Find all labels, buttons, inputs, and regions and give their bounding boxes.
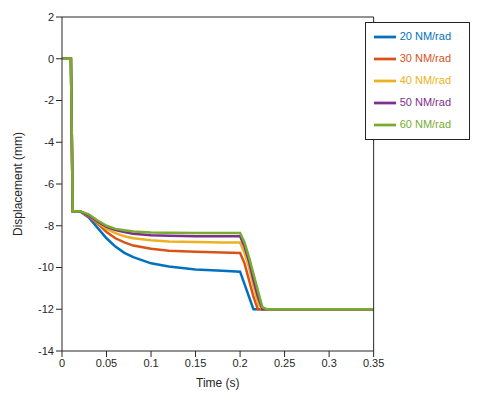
svg-text:-8: -8: [44, 220, 54, 232]
svg-text:0.1: 0.1: [143, 357, 158, 369]
html-text:30 NM/rad: 30 NM/rad: [399, 51, 451, 64]
html-text:20 NM/rad: 20 NM/rad: [399, 29, 451, 42]
svg-text:-12: -12: [38, 303, 54, 315]
html-text:40 NM/rad: 40 NM/rad: [399, 73, 451, 86]
svg-text:0: 0: [59, 357, 65, 369]
svg-text:-14: -14: [38, 345, 54, 357]
html-text:60 NM/rad: 60 NM/rad: [399, 117, 451, 130]
svg-text:0.15: 0.15: [185, 357, 206, 369]
svg-text:2: 2: [48, 11, 54, 23]
svg-text:Time (s): Time (s): [196, 376, 240, 390]
svg-text:0.05: 0.05: [96, 357, 117, 369]
svg-text:-2: -2: [44, 94, 54, 106]
svg-text:0.25: 0.25: [274, 357, 295, 369]
svg-text:0.2: 0.2: [232, 357, 247, 369]
svg-text:-6: -6: [44, 178, 54, 190]
svg-text:0.35: 0.35: [363, 357, 384, 369]
svg-text:0.3: 0.3: [321, 357, 336, 369]
html-text:50 NM/rad: 50 NM/rad: [399, 95, 451, 108]
svg-text:0: 0: [48, 53, 54, 65]
svg-text:-4: -4: [44, 136, 54, 148]
svg-text:Displacement (mm): Displacement (mm): [11, 132, 25, 236]
svg-text:-10: -10: [38, 261, 54, 273]
